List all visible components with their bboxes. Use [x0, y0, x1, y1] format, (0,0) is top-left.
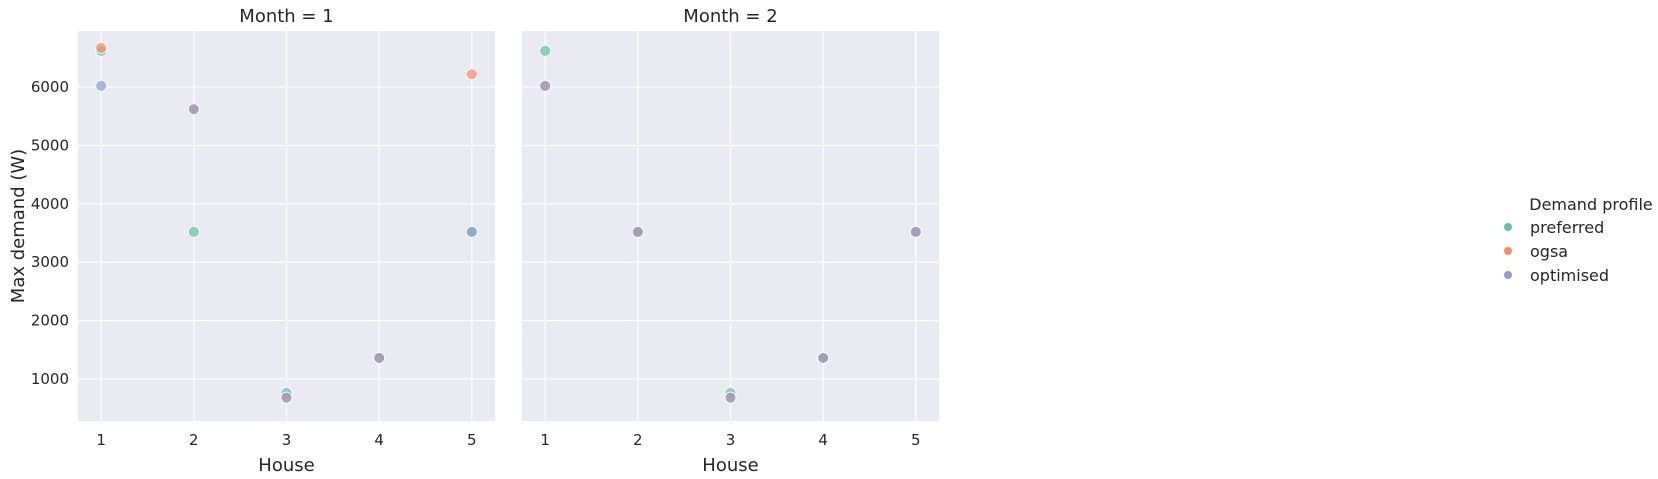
data-point-ogsa	[465, 68, 478, 81]
data-point-optimised	[539, 79, 552, 92]
data-point-optimised	[95, 79, 108, 92]
data-point-optimised	[465, 225, 478, 238]
y-axis-label: Max demand (W)	[8, 149, 29, 303]
x-axis-label: House	[702, 455, 758, 476]
data-point-ogsa	[95, 42, 108, 54]
x-tick-label: 5	[911, 431, 921, 449]
x-tick-label: 5	[467, 431, 477, 449]
data-point-optimised	[631, 225, 644, 238]
data-point-optimised	[187, 103, 200, 116]
x-tick-label: 2	[633, 431, 643, 449]
x-tick-label: 2	[189, 431, 199, 449]
legend-marker-ogsa	[1504, 247, 1512, 255]
data-point-optimised	[817, 352, 830, 364]
x-tick-label: 4	[374, 431, 384, 449]
x-axis-label: House	[258, 455, 314, 476]
data-point-preferred	[187, 225, 200, 238]
x-tick-label: 1	[540, 431, 550, 449]
y-tick-label: 5000	[31, 136, 69, 154]
legend-label-optimised: optimised	[1530, 266, 1609, 285]
y-tick-label: 2000	[31, 312, 69, 330]
facet-panel-month-2: Month = 2 1 2 3 4 5 House	[522, 6, 939, 476]
legend: Demand profile preferred ogsa optimised	[1504, 195, 1653, 285]
legend-label-ogsa: ogsa	[1530, 242, 1568, 261]
x-tick-label: 1	[96, 431, 106, 449]
legend-label-preferred: preferred	[1530, 218, 1604, 237]
y-tick-label: 4000	[31, 195, 69, 213]
panel-title: Month = 1	[239, 6, 333, 27]
x-tick-label: 4	[818, 431, 828, 449]
x-tick-label: 3	[726, 431, 736, 449]
data-point-optimised	[909, 225, 922, 238]
legend-marker-preferred	[1504, 223, 1512, 231]
panel-title: Month = 2	[683, 6, 777, 27]
data-point-optimised	[724, 391, 737, 404]
x-tick-label: 3	[282, 431, 292, 449]
facet-panel-month-1: Month = 1 1 2 3 4 5 House 1000 2000 3000 4000 5000 6…	[31, 6, 495, 476]
y-tick-label: 1000	[31, 370, 69, 388]
y-tick-label: 6000	[31, 78, 69, 96]
data-point-optimised	[280, 391, 293, 404]
legend-title: Demand profile	[1529, 195, 1652, 214]
data-point-preferred	[539, 44, 552, 57]
legend-marker-optimised	[1504, 271, 1512, 279]
y-tick-label: 3000	[31, 253, 69, 271]
data-point-optimised	[373, 352, 386, 364]
